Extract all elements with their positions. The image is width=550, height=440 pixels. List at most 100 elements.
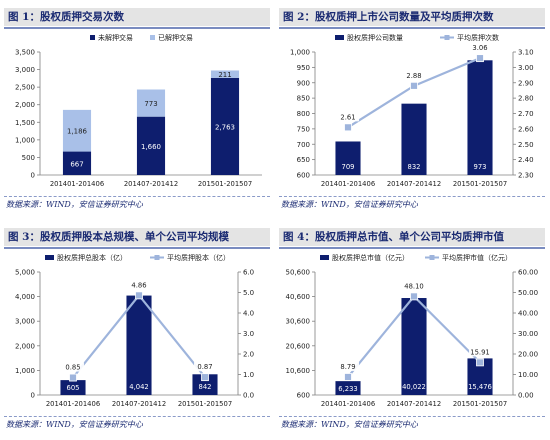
y-tick-label: 500 — [22, 154, 35, 162]
x-tick-label: 201407-201412 — [387, 180, 441, 188]
x-tick-label: 201401-201406 — [321, 400, 375, 408]
y-tick-label: 0 — [31, 392, 35, 400]
data-label: 15.91 — [470, 348, 489, 356]
bar-released — [136, 89, 166, 117]
chart-panel-2: 图 2：股权质押上市公司数量及平均质押次数 600 650 700 750 800 850… — [275, 0, 550, 220]
y2-tick-label: 3.0 — [243, 330, 254, 338]
line-marker — [344, 373, 352, 381]
data-label-bg — [193, 382, 217, 391]
data-label-bg — [468, 162, 492, 171]
data-label: 605 — [67, 384, 80, 392]
y-tick-label: 10,600 — [286, 367, 311, 375]
y2-tick-label: 0.00 — [518, 392, 534, 400]
legend-label: 股权质押总股本（亿） — [57, 253, 127, 262]
y-tick-label: 5,000 — [15, 269, 35, 277]
data-label-bg — [402, 162, 426, 171]
y2-tick-label: 3.00 — [518, 64, 534, 72]
x-tick-label: 201407-201412 — [387, 400, 441, 408]
y-tick-label: 50,600 — [286, 269, 311, 277]
title-underline — [279, 27, 545, 29]
data-label: 973 — [474, 163, 487, 171]
data-label: 773 — [144, 100, 157, 108]
data-label: 15,476 — [468, 383, 492, 391]
chart-title: 图 1：股权质押交易次数 — [8, 11, 124, 23]
data-label-bg — [194, 362, 216, 372]
y2-tick-label: 10.00 — [518, 371, 538, 379]
y-tick-label: 3,500 — [15, 49, 35, 57]
data-label-bg — [469, 347, 491, 357]
x-tick-label: 201501-201507 — [453, 180, 507, 188]
line-marker — [135, 291, 143, 300]
bar — [401, 298, 427, 395]
data-label-bg — [403, 281, 425, 291]
y2-tick-label: 2.30 — [518, 172, 534, 180]
data-label-bg — [336, 162, 360, 171]
y-tick-label: 600 — [297, 172, 310, 180]
source-note: 数据来源：WIND，安信证券研究中心 — [6, 200, 143, 209]
data-label: 2.61 — [340, 113, 355, 121]
chart-title-bar: 图 1：股权质押交易次数 — [4, 8, 270, 26]
y-tick-label: 950 — [297, 64, 310, 72]
bar-released — [62, 109, 92, 152]
legend-marker — [154, 255, 160, 260]
legend-marker — [429, 255, 435, 260]
x-tick-label: 201401-201406 — [50, 180, 104, 188]
bar-released — [210, 70, 240, 78]
chart-panel-4: 图 4：股权质押总市值、单个公司平均质押市值 600 10,600 20,600 30… — [275, 220, 550, 440]
line-marker — [344, 123, 352, 132]
data-label: 8.79 — [340, 363, 355, 371]
line-marker — [69, 373, 77, 382]
data-label: 0.87 — [197, 363, 212, 371]
legend-marker — [444, 35, 450, 40]
y2-tick-label: 5.0 — [243, 289, 254, 297]
chart-3-svg: 0 1,000 2,000 3,000 4,000 5,000 0.0 1.0 2.0 3.0 4.… — [15, 253, 254, 408]
source-note: 数据来源：WIND，安信证券研究中心 — [281, 200, 418, 209]
source-divider — [4, 196, 270, 197]
data-label: 48.10 — [404, 282, 423, 290]
chart-1-svg: 0 500 1,000 1,500 2,000 2,500 3,000 3,500 201401… — [15, 33, 262, 188]
x-tick-label: 201501-201507 — [198, 180, 252, 188]
y-tick-label: 700 — [297, 141, 310, 149]
data-label: 211 — [218, 71, 231, 79]
y2-tick-label: 2.40 — [518, 156, 534, 164]
bar-unreleased — [136, 116, 166, 175]
data-label: 842 — [199, 383, 212, 391]
data-label: 3.06 — [472, 44, 487, 52]
line-marker — [476, 54, 484, 63]
bar — [126, 295, 152, 395]
x-tick-label: 201501-201507 — [178, 400, 232, 408]
y-tick-label: 800 — [297, 110, 310, 118]
y-tick-label: 600 — [297, 392, 310, 400]
data-label-bg — [469, 43, 491, 53]
legend-label: 未解押交易 — [98, 33, 133, 42]
data-label-bg — [62, 362, 84, 372]
y2-tick-label: 2.90 — [518, 79, 534, 87]
source-divider — [4, 416, 270, 417]
y-tick-label: 650 — [297, 156, 310, 164]
legend-swatch — [150, 35, 155, 40]
y-tick-label: 1,000 — [15, 367, 35, 375]
line-marker — [476, 358, 484, 367]
x-tick-label: 201501-201507 — [453, 400, 507, 408]
bar — [467, 60, 493, 175]
y2-tick-label: 2.50 — [518, 141, 534, 149]
bar-unreleased — [210, 77, 240, 175]
line-marker — [201, 373, 209, 382]
line-marker — [410, 81, 418, 90]
y-tick-label: 0 — [31, 172, 35, 180]
y-tick-label: 4,000 — [15, 293, 35, 301]
y-tick-label: 750 — [297, 125, 310, 133]
y2-tick-label: 20.00 — [518, 351, 538, 359]
title-underline — [4, 27, 270, 29]
legend-swatch — [90, 35, 95, 40]
bar-unreleased — [62, 151, 92, 175]
y-tick-label: 1,000 — [15, 136, 35, 144]
x-tick-label: 201401-201406 — [321, 180, 375, 188]
data-label: 4.86 — [131, 281, 146, 289]
y-tick-label: 20,600 — [286, 342, 311, 350]
y2-tick-label: 3.10 — [518, 49, 534, 57]
y-tick-label: 900 — [297, 79, 310, 87]
data-label: 2,763 — [215, 123, 235, 131]
chart-title: 图 2：股权质押上市公司数量及平均质押次数 — [283, 11, 494, 23]
source-divider — [279, 416, 545, 417]
